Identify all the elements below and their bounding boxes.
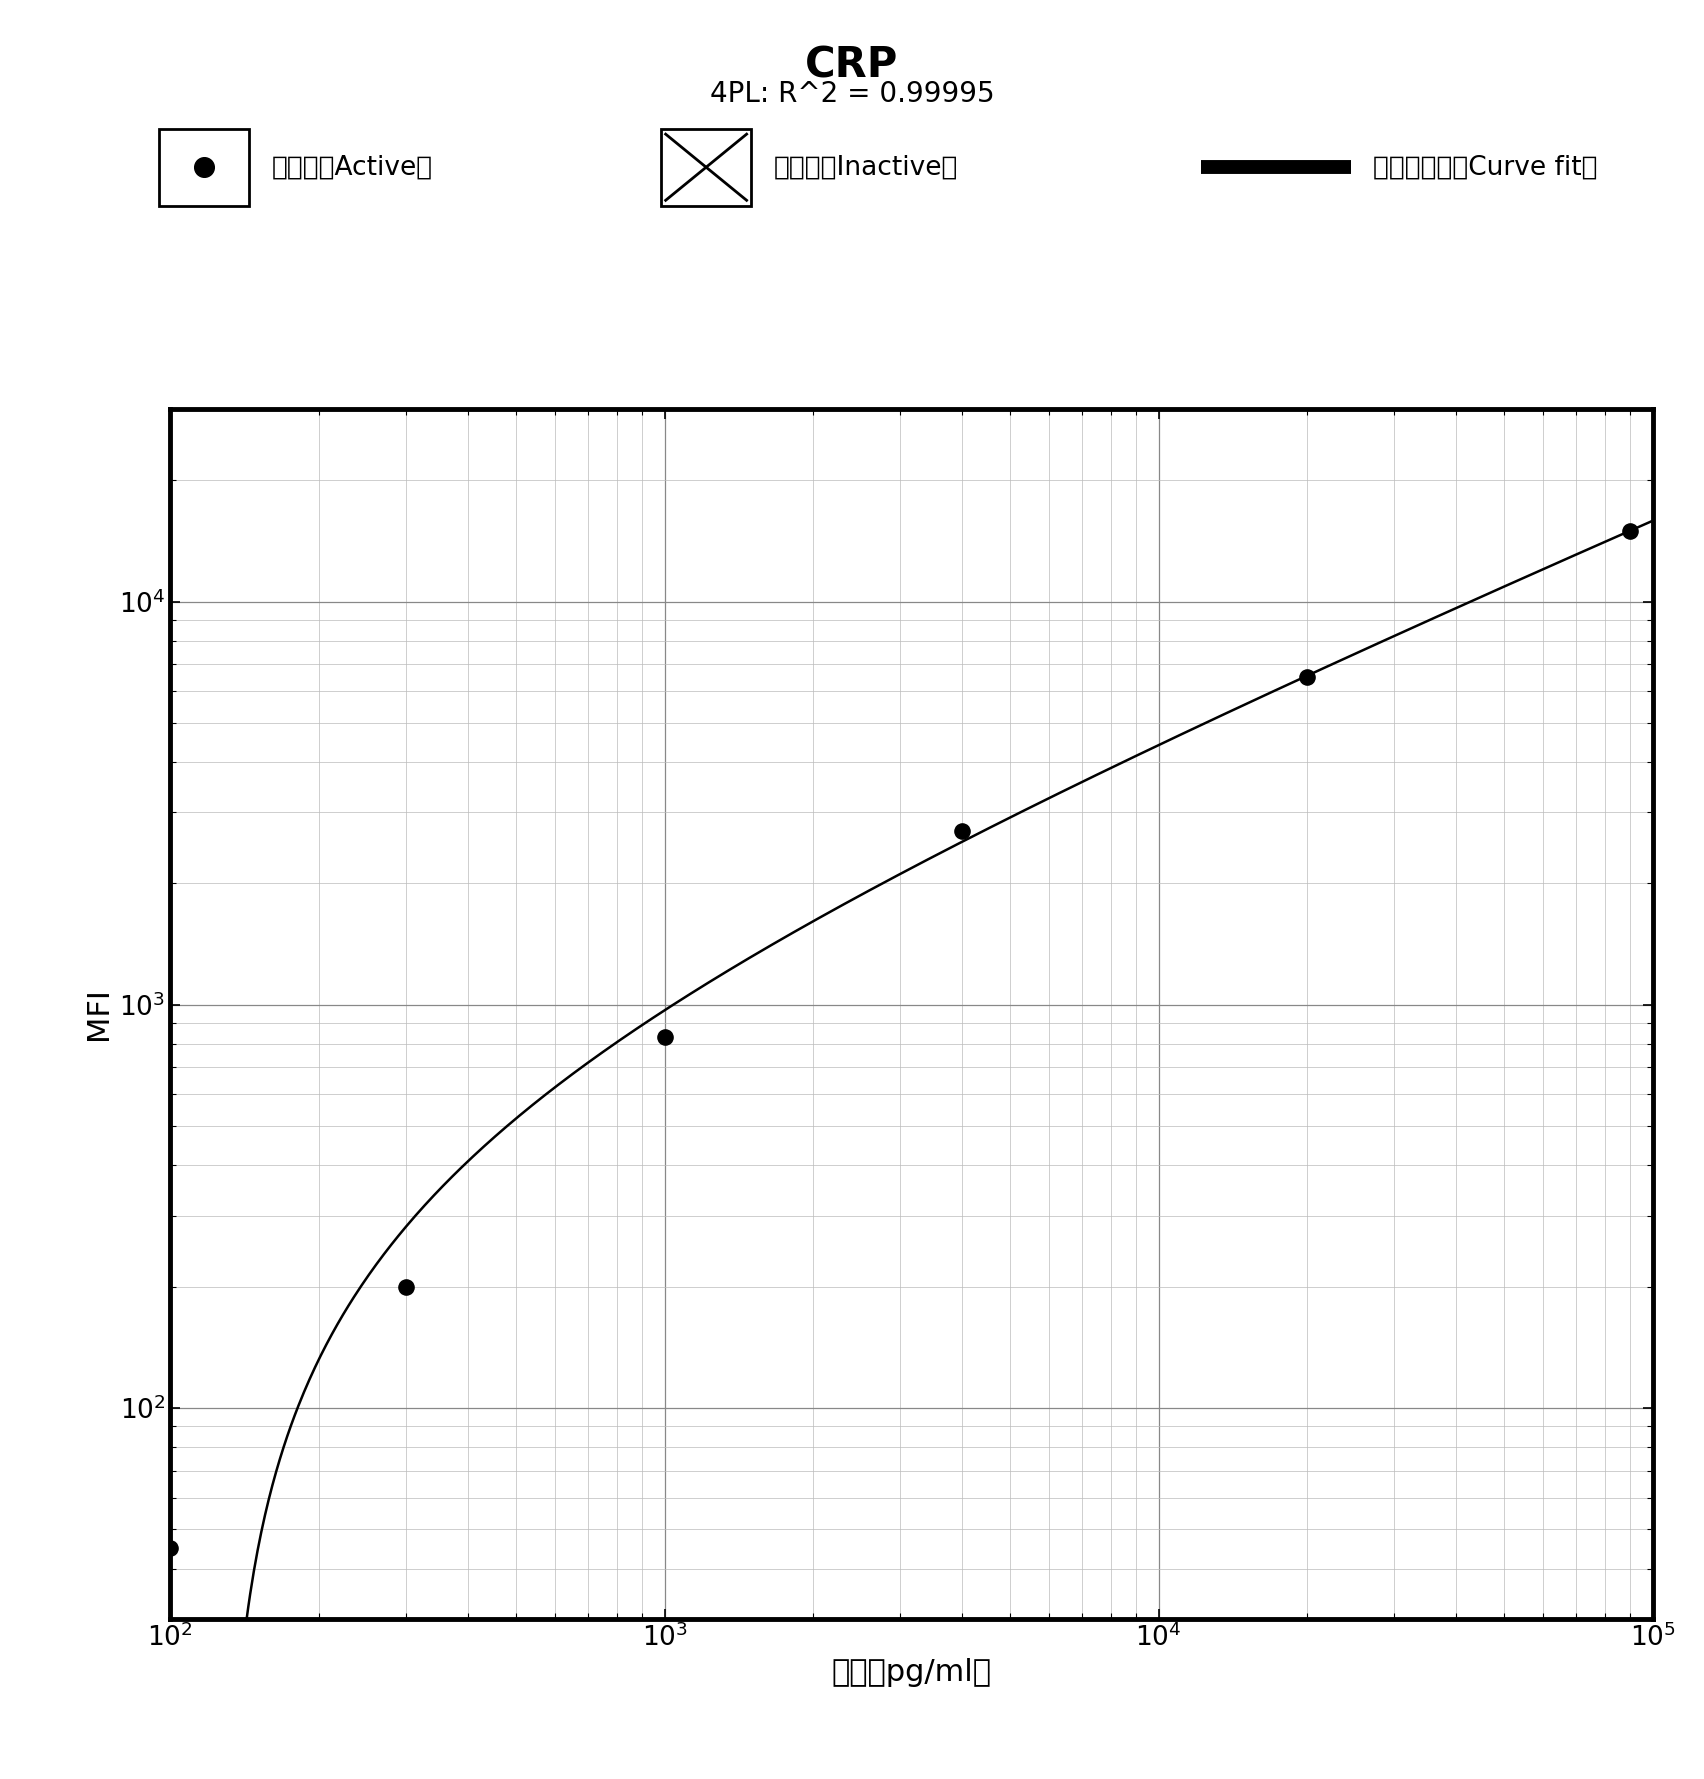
Y-axis label: MFI: MFI bbox=[85, 987, 114, 1041]
FancyBboxPatch shape bbox=[661, 128, 751, 206]
Point bbox=[191, 153, 218, 181]
Text: 4PL: R^2 = 0.99995: 4PL: R^2 = 0.99995 bbox=[709, 80, 995, 109]
Text: 有效点（Active）: 有效点（Active） bbox=[271, 155, 433, 180]
X-axis label: 浓度（pg/ml）: 浓度（pg/ml） bbox=[832, 1658, 992, 1686]
Point bbox=[157, 1533, 184, 1562]
Point bbox=[651, 1023, 678, 1051]
Point bbox=[1293, 664, 1321, 692]
Text: CRP: CRP bbox=[806, 44, 898, 87]
Text: 无效点（Inactive）: 无效点（Inactive） bbox=[774, 155, 958, 180]
Point bbox=[949, 817, 976, 845]
Text: 曲线吸合度（Curve fit）: 曲线吸合度（Curve fit） bbox=[1373, 155, 1598, 180]
Point bbox=[392, 1272, 419, 1300]
FancyBboxPatch shape bbox=[158, 128, 249, 206]
Point bbox=[1617, 516, 1644, 544]
